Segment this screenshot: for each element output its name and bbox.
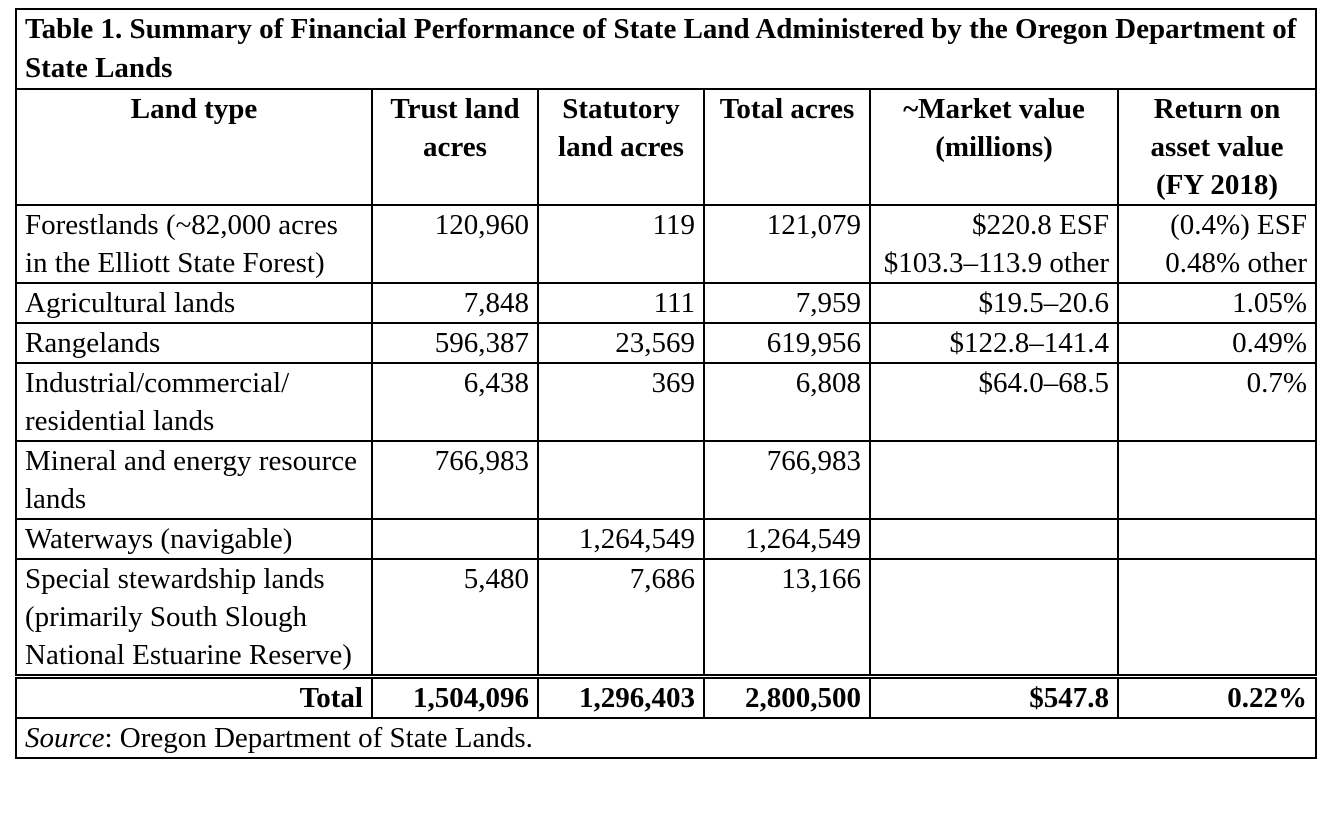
return-cell: 0.49% — [1116, 322, 1318, 364]
market-value-other: $103.3–113.9 other — [883, 247, 1109, 279]
total-acres-cell: 619,956 — [703, 322, 871, 364]
land-type-cell: Rangelands — [15, 322, 373, 364]
return-cell — [1116, 518, 1318, 560]
return-cell: (0.4%) ESF 0.48% other — [1116, 204, 1318, 284]
statutory-acres-cell: 1,264,549 — [537, 518, 705, 560]
table-row: Forestlands (~82,000 acres in the Elliot… — [15, 204, 1318, 284]
return-cell: 0.7% — [1116, 362, 1318, 442]
total-total-acres: 2,800,500 — [703, 674, 871, 719]
total-trust-acres: 1,504,096 — [371, 674, 539, 719]
source-note: Source: Oregon Department of State Lands… — [14, 717, 1318, 759]
caption-row: Table 1. Summary of Financial Performanc… — [14, 8, 1318, 90]
trust-acres-cell: 5,480 — [371, 558, 539, 678]
return-cell — [1116, 440, 1318, 520]
land-type-cell: Agricultural lands — [15, 282, 373, 324]
land-type-cell: Industrial/commercial/ residential lands — [15, 362, 373, 442]
header-market-value: ~Market value (millions) — [869, 88, 1119, 206]
statutory-acres-cell: 119 — [537, 204, 705, 284]
return-other: 0.48% other — [1165, 247, 1308, 279]
total-label: Total — [15, 674, 373, 719]
total-statutory-acres: 1,296,403 — [537, 674, 705, 719]
statutory-acres-cell: 7,686 — [537, 558, 705, 678]
trust-acres-cell: 596,387 — [371, 322, 539, 364]
source-text: : Oregon Department of State Lands. — [104, 722, 533, 754]
summary-table-container: Table 1. Summary of Financial Performanc… — [14, 8, 1318, 759]
total-acres-cell: 1,264,549 — [703, 518, 871, 560]
table-row: Waterways (navigable) 1,264,549 1,264,54… — [15, 518, 1318, 560]
land-type-cell: Forestlands (~82,000 acres in the Elliot… — [15, 204, 373, 284]
header-statutory-acres: Statutory land acres — [537, 88, 705, 206]
market-value-cell: $64.0–68.5 — [869, 362, 1119, 442]
table-row: Industrial/commercial/ residential lands… — [15, 362, 1318, 442]
trust-acres-cell: 7,848 — [371, 282, 539, 324]
header-total-acres: Total acres — [703, 88, 871, 206]
total-acres-cell: 6,808 — [703, 362, 871, 442]
trust-acres-cell: 766,983 — [371, 440, 539, 520]
table-row: Special stewardship lands (primarily Sou… — [15, 558, 1318, 678]
trust-acres-cell: 120,960 — [371, 204, 539, 284]
trust-acres-cell — [371, 518, 539, 560]
market-value-cell — [869, 518, 1119, 560]
return-cell: 1.05% — [1116, 282, 1318, 324]
return-esf: (0.4%) ESF — [1170, 209, 1308, 241]
land-type-cell: Mineral and energy resource lands — [15, 440, 373, 520]
land-type-cell: Waterways (navigable) — [15, 518, 373, 560]
source-label: Source — [25, 722, 105, 754]
market-value-cell — [869, 440, 1119, 520]
total-acres-cell: 13,166 — [703, 558, 871, 678]
source-row: Source: Oregon Department of State Lands… — [14, 717, 1318, 759]
statutory-acres-cell: 369 — [537, 362, 705, 442]
table-caption: Table 1. Summary of Financial Performanc… — [14, 8, 1318, 90]
statutory-acres-cell: 23,569 — [537, 322, 705, 364]
header-row: Land type Trust land acres Statutory lan… — [15, 88, 1318, 206]
return-cell — [1116, 558, 1318, 678]
financial-summary-table: Table 1. Summary of Financial Performanc… — [14, 8, 1318, 759]
total-market-value: $547.8 — [869, 674, 1119, 719]
total-acres-cell: 766,983 — [703, 440, 871, 520]
header-trust-acres: Trust land acres — [371, 88, 539, 206]
statutory-acres-cell — [537, 440, 705, 520]
header-land-type: Land type — [15, 88, 373, 206]
market-value-cell: $220.8 ESF $103.3–113.9 other — [869, 204, 1119, 284]
market-value-cell — [869, 558, 1119, 678]
header-return: Return on asset value (FY 2018) — [1116, 88, 1318, 206]
total-acres-cell: 7,959 — [703, 282, 871, 324]
total-return: 0.22% — [1116, 674, 1318, 719]
total-acres-cell: 121,079 — [703, 204, 871, 284]
table-row: Mineral and energy resource lands 766,98… — [15, 440, 1318, 520]
total-row: Total 1,504,096 1,296,403 2,800,500 $547… — [15, 674, 1318, 719]
table-row: Agricultural lands 7,848 111 7,959 $19.5… — [15, 282, 1318, 324]
table-row: Rangelands 596,387 23,569 619,956 $122.8… — [15, 322, 1318, 364]
statutory-acres-cell: 111 — [537, 282, 705, 324]
market-value-esf: $220.8 ESF — [972, 209, 1109, 241]
market-value-cell: $19.5–20.6 — [869, 282, 1119, 324]
trust-acres-cell: 6,438 — [371, 362, 539, 442]
land-type-cell: Special stewardship lands (primarily Sou… — [15, 558, 373, 678]
market-value-cell: $122.8–141.4 — [869, 322, 1119, 364]
